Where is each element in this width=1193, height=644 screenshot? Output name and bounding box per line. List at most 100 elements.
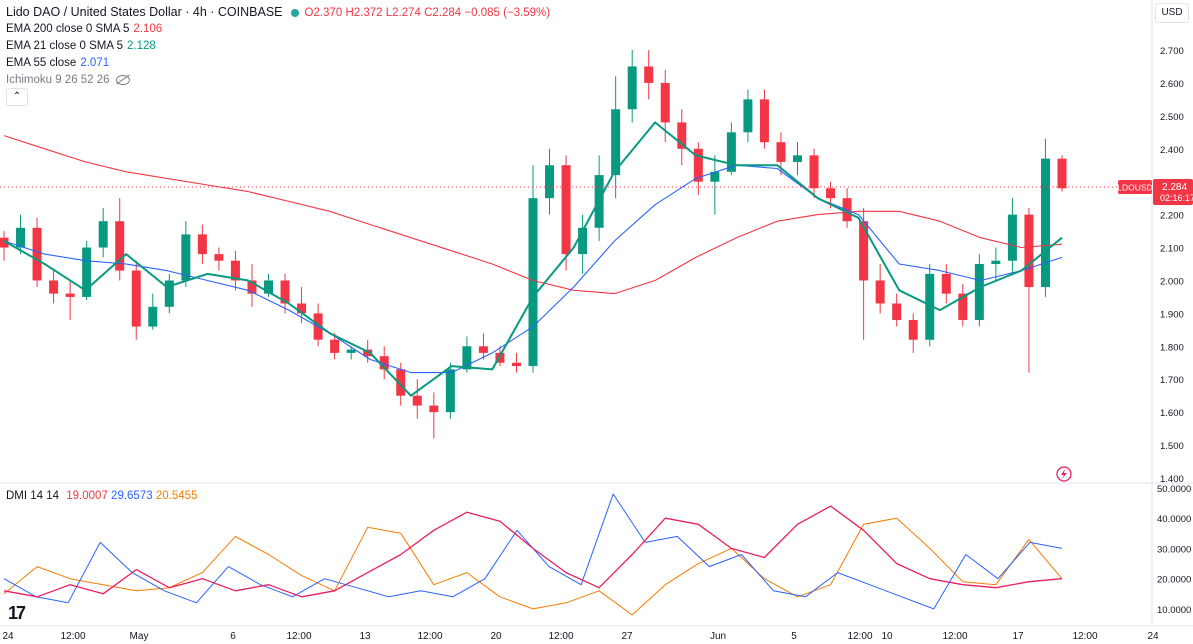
candle-body xyxy=(181,234,191,281)
dmi-value-2: 29.6573 xyxy=(111,490,153,502)
indicator-ema200-label: EMA 200 close 0 SMA 5 xyxy=(6,23,130,35)
candle-body xyxy=(660,82,670,123)
indicator-ema55[interactable]: EMA 55 close 2.071 xyxy=(6,55,109,71)
price-tick-label: 1.600 xyxy=(1160,408,1184,419)
indicator-ichimoku[interactable]: Ichimoku 9 26 52 26 xyxy=(6,72,130,88)
candle-body xyxy=(98,221,108,248)
candle-body xyxy=(297,303,307,314)
dmi-tick-label: 50.0000 xyxy=(1157,484,1191,495)
candle-body xyxy=(478,346,488,353)
candle-body xyxy=(611,109,621,176)
candle-body xyxy=(726,132,736,172)
candle-body xyxy=(346,349,356,353)
ohlc-change: −0.085 (−3.59%) xyxy=(464,7,551,19)
candle-body xyxy=(908,319,918,340)
price-tick-label: 1.700 xyxy=(1160,375,1184,386)
candle-body xyxy=(710,171,720,182)
candle-body xyxy=(148,306,158,327)
market-status-icon xyxy=(290,8,299,17)
candle-body xyxy=(528,198,538,367)
price-badge-value: 2.284 xyxy=(1162,182,1187,193)
price-tick-label: 2.500 xyxy=(1160,112,1184,123)
candle-body xyxy=(214,254,224,261)
time-tick-label: 13 xyxy=(359,631,371,642)
hidden-eye-icon[interactable] xyxy=(115,74,130,85)
candle-body xyxy=(793,155,802,162)
symbol-badge-text: LDOUSD xyxy=(1117,182,1152,192)
time-tick-label: 27 xyxy=(621,631,633,642)
candle-body xyxy=(115,221,125,271)
candle-body xyxy=(941,273,951,294)
time-tick-label: 20 xyxy=(490,631,502,642)
candle-body xyxy=(677,122,687,149)
candle-body xyxy=(1007,214,1017,261)
candle-body xyxy=(0,237,9,248)
dmi-tick-label: 40.0000 xyxy=(1157,514,1191,525)
time-tick-label: 12:00 xyxy=(1072,631,1097,642)
dmi-tick-label: 10.0000 xyxy=(1157,605,1191,616)
candle-body xyxy=(759,99,769,143)
collapse-legend-button[interactable]: ⌃ xyxy=(6,88,28,106)
candle-body xyxy=(693,148,703,182)
currency-button[interactable]: USD xyxy=(1155,3,1189,23)
ema55-line xyxy=(3,164,1063,374)
candle-body xyxy=(826,188,836,199)
time-tick-label: 12:00 xyxy=(942,631,967,642)
symbol-badge xyxy=(1118,179,1152,194)
candle-body xyxy=(1040,158,1050,288)
ema21-line xyxy=(3,121,1063,397)
candle-body xyxy=(1024,214,1034,288)
dmi-tick-label: 30.0000 xyxy=(1157,544,1191,555)
candle-body xyxy=(412,395,422,406)
price-tick-label: 2.100 xyxy=(1160,244,1184,255)
time-tick-label: 24 xyxy=(1147,631,1159,642)
candle-body xyxy=(131,270,141,327)
dmi-legend[interactable]: DMI 14 14 19.0007 29.6573 20.5455 xyxy=(6,488,197,504)
price-tick-label: 2.600 xyxy=(1160,79,1184,90)
price-tick-label: 2.700 xyxy=(1160,46,1184,57)
candle-body xyxy=(49,280,59,294)
candle-body xyxy=(875,280,885,304)
time-tick-label: 12:00 xyxy=(847,631,872,642)
indicator-ema21[interactable]: EMA 21 close 0 SMA 5 2.128 xyxy=(6,38,156,54)
indicator-ema200[interactable]: EMA 200 close 0 SMA 5 2.106 xyxy=(6,21,162,37)
candle-body xyxy=(247,280,257,294)
indicator-ema21-value: 2.128 xyxy=(126,40,156,52)
candle-body xyxy=(892,303,902,320)
time-tick-label: 12:00 xyxy=(548,631,573,642)
price-tick-label: 1.900 xyxy=(1160,309,1184,320)
tradingview-logo: 17 xyxy=(8,603,26,623)
candle-body xyxy=(82,247,92,297)
candle-body xyxy=(363,349,373,357)
time-tick-label: 12:00 xyxy=(286,631,311,642)
dmi-label: DMI 14 14 xyxy=(6,490,60,502)
candle-body xyxy=(991,260,1001,264)
time-tick-label: 10 xyxy=(881,631,893,642)
candle-body xyxy=(859,221,869,281)
candle-body xyxy=(429,405,439,413)
candle-body xyxy=(578,227,588,255)
candle-body xyxy=(462,346,472,370)
dmi-value-1: 19.0007 xyxy=(66,490,108,502)
alert-lightning-icon xyxy=(1056,466,1072,482)
indicator-ema55-label: EMA 55 close xyxy=(6,57,77,69)
symbol-legend: Lido DAO / United States Dollar · 4h · C… xyxy=(6,4,550,21)
candle-body xyxy=(511,362,521,367)
candle-body xyxy=(925,273,935,340)
time-tick-label: Jun xyxy=(710,631,726,642)
price-tick-label: 1.400 xyxy=(1160,474,1184,485)
ohlc-open: O2.370 xyxy=(304,7,343,19)
candle-body xyxy=(16,227,26,248)
indicator-ema200-value: 2.106 xyxy=(133,23,163,35)
candle-body xyxy=(197,234,207,255)
candle-body xyxy=(264,280,273,294)
time-tick-label: 17 xyxy=(1012,631,1024,642)
ema200-line xyxy=(3,135,1063,295)
candle-body xyxy=(280,280,290,304)
ohlc-high: H2.372 xyxy=(345,7,383,19)
dmi-tick-label: 20.0000 xyxy=(1157,575,1191,586)
dmi-orange-line xyxy=(3,517,1063,616)
time-tick-label: 12:00 xyxy=(60,631,85,642)
dmi-red-line xyxy=(3,505,1063,598)
